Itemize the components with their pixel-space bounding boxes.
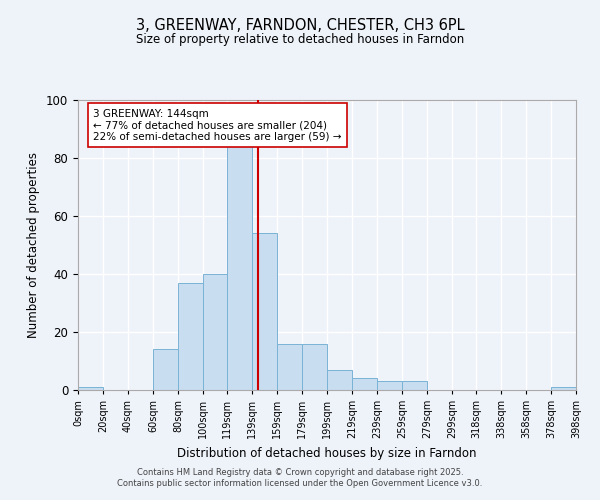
Bar: [153, 350, 178, 390]
Bar: [78, 387, 103, 390]
Bar: [402, 382, 427, 390]
Y-axis label: Number of detached properties: Number of detached properties: [28, 152, 40, 338]
Text: 3, GREENWAY, FARNDON, CHESTER, CH3 6PL: 3, GREENWAY, FARNDON, CHESTER, CH3 6PL: [136, 18, 464, 32]
Bar: [227, 146, 252, 390]
Bar: [327, 370, 352, 390]
Text: 3 GREENWAY: 144sqm
← 77% of detached houses are smaller (204)
22% of semi-detach: 3 GREENWAY: 144sqm ← 77% of detached hou…: [93, 108, 341, 142]
Bar: [203, 274, 227, 390]
Bar: [277, 344, 302, 390]
Bar: [178, 282, 203, 390]
Bar: [551, 387, 576, 390]
Bar: [352, 378, 377, 390]
Text: Contains HM Land Registry data © Crown copyright and database right 2025.
Contai: Contains HM Land Registry data © Crown c…: [118, 468, 482, 487]
Bar: [302, 344, 327, 390]
Bar: [377, 382, 402, 390]
X-axis label: Distribution of detached houses by size in Farndon: Distribution of detached houses by size …: [177, 446, 477, 460]
Text: Size of property relative to detached houses in Farndon: Size of property relative to detached ho…: [136, 32, 464, 46]
Bar: [252, 234, 277, 390]
